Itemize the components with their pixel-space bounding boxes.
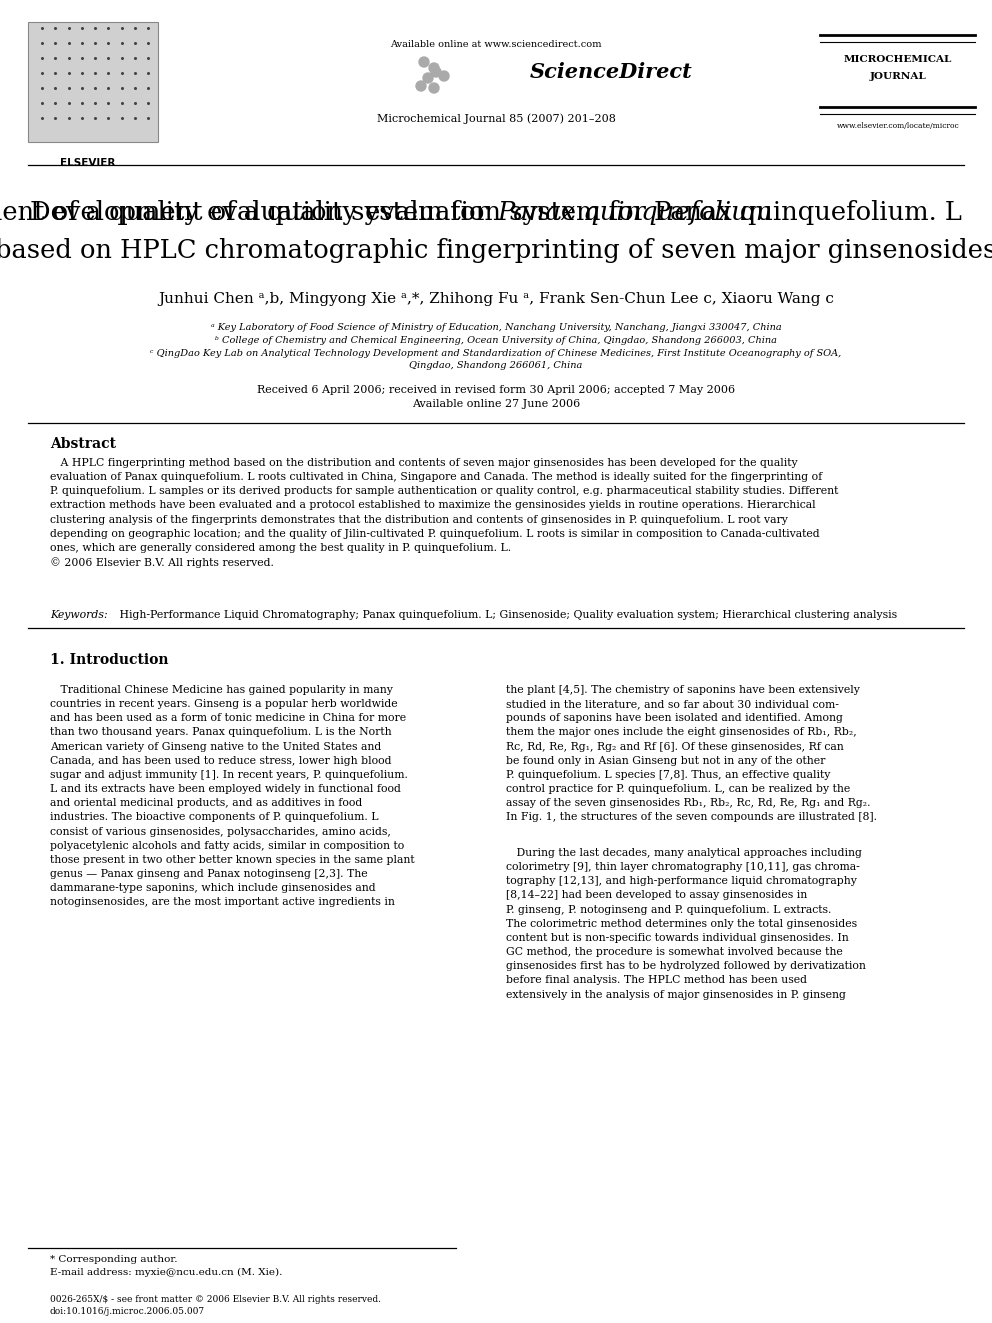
Text: Available online 27 June 2006: Available online 27 June 2006 [412, 400, 580, 409]
Text: Keywords:: Keywords: [50, 610, 107, 620]
Text: High-Performance Liquid Chromatography; Panax quinquefolium. L; Ginsenoside; Qua: High-Performance Liquid Chromatography; … [116, 610, 897, 620]
Text: doi:10.1016/j.microc.2006.05.007: doi:10.1016/j.microc.2006.05.007 [50, 1307, 205, 1316]
Circle shape [431, 67, 441, 77]
Text: Development of a quality evaluation system for Panax quinquefolium. L: Development of a quality evaluation syst… [30, 200, 962, 225]
Circle shape [429, 64, 439, 73]
Text: ScienceDirect: ScienceDirect [530, 62, 692, 82]
Text: Available online at www.sciencedirect.com: Available online at www.sciencedirect.co… [390, 40, 602, 49]
Text: Microchemical Journal 85 (2007) 201–208: Microchemical Journal 85 (2007) 201–208 [377, 112, 615, 123]
Text: Qingdao, Shandong 266061, China: Qingdao, Shandong 266061, China [410, 361, 582, 370]
Circle shape [419, 57, 429, 67]
Text: Development of a quality evaluation system for Panax quinquefolium. L: Development of a quality evaluation syst… [30, 200, 962, 225]
Text: Received 6 April 2006; received in revised form 30 April 2006; accepted 7 May 20: Received 6 April 2006; received in revis… [257, 385, 735, 396]
Text: Abstract: Abstract [50, 437, 116, 451]
Text: ᵇ College of Chemistry and Chemical Engineering, Ocean University of China, Qing: ᵇ College of Chemistry and Chemical Engi… [215, 336, 777, 345]
Text: ᵃ Key Laboratory of Food Science of Ministry of Education, Nanchang University, : ᵃ Key Laboratory of Food Science of Mini… [210, 323, 782, 332]
Text: E-mail address: myxie@ncu.edu.cn (M. Xie).: E-mail address: myxie@ncu.edu.cn (M. Xie… [50, 1267, 283, 1277]
Circle shape [416, 81, 426, 91]
Text: the plant [4,5]. The chemistry of saponins have been extensively
studied in the : the plant [4,5]. The chemistry of saponi… [506, 685, 877, 823]
Text: 1. Introduction: 1. Introduction [50, 654, 169, 667]
Text: 0026-265X/$ - see front matter © 2006 Elsevier B.V. All rights reserved.: 0026-265X/$ - see front matter © 2006 El… [50, 1295, 381, 1304]
Circle shape [439, 71, 449, 81]
Text: JOURNAL: JOURNAL [870, 71, 927, 81]
Text: ᶜ QingDao Key Lab on Analytical Technology Development and Standardization of Ch: ᶜ QingDao Key Lab on Analytical Technolo… [151, 349, 841, 359]
Text: Panax quinquefolium: Panax quinquefolium [497, 200, 772, 225]
Bar [28, 22, 158, 142]
Text: During the last decades, many analytical approaches including
colorimetry [9], t: During the last decades, many analytical… [506, 848, 866, 1000]
Text: www.elsevier.com/locate/microc: www.elsevier.com/locate/microc [836, 122, 959, 130]
Text: MICROCHEMICAL: MICROCHEMICAL [844, 56, 952, 64]
Text: Junhui Chen ᵃ,b, Mingyong Xie ᵃ,*, Zhihong Fu ᵃ, Frank Sen-Chun Lee c, Xiaoru Wa: Junhui Chen ᵃ,b, Mingyong Xie ᵃ,*, Zhiho… [158, 292, 834, 306]
Text: A HPLC fingerprinting method based on the distribution and contents of seven maj: A HPLC fingerprinting method based on th… [50, 458, 838, 569]
Text: based on HPLC chromatographic fingerprinting of seven major ginsenosides: based on HPLC chromatographic fingerprin… [0, 238, 992, 263]
Text: Traditional Chinese Medicine has gained popularity in many
countries in recent y: Traditional Chinese Medicine has gained … [50, 685, 415, 908]
Circle shape [429, 83, 439, 93]
Text: ELSEVIER: ELSEVIER [61, 157, 116, 168]
Circle shape [423, 73, 433, 83]
Text: Development of a quality evaluation system for: Development of a quality evaluation syst… [0, 200, 496, 225]
Text: * Corresponding author.: * Corresponding author. [50, 1256, 178, 1263]
